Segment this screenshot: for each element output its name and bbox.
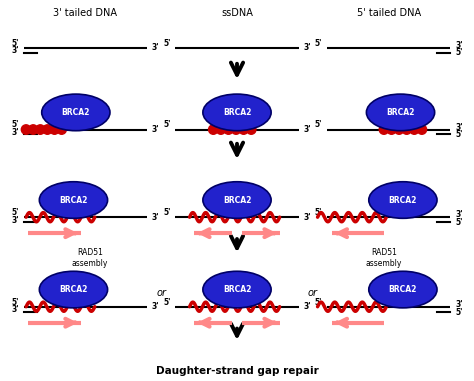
Text: BRCA2: BRCA2 bbox=[386, 108, 415, 117]
Ellipse shape bbox=[57, 125, 66, 134]
Text: 5': 5' bbox=[455, 218, 463, 227]
Text: RAD51
assembly: RAD51 assembly bbox=[72, 248, 108, 268]
Text: 5': 5' bbox=[455, 130, 463, 139]
Text: 3': 3' bbox=[11, 46, 19, 55]
Text: 5': 5' bbox=[163, 298, 171, 307]
Ellipse shape bbox=[394, 125, 404, 134]
Text: 3': 3' bbox=[11, 216, 19, 225]
Ellipse shape bbox=[387, 125, 396, 134]
Text: 3': 3' bbox=[455, 210, 463, 219]
Ellipse shape bbox=[36, 125, 45, 134]
Text: 5': 5' bbox=[163, 38, 171, 48]
Ellipse shape bbox=[417, 125, 427, 134]
Ellipse shape bbox=[21, 125, 31, 134]
Ellipse shape bbox=[410, 125, 419, 134]
Text: 3': 3' bbox=[152, 302, 159, 311]
Text: 3': 3' bbox=[303, 125, 311, 134]
Text: 3': 3' bbox=[455, 300, 463, 309]
Text: BRCA2: BRCA2 bbox=[59, 285, 88, 294]
Text: 3': 3' bbox=[455, 41, 463, 50]
Text: BRCA2: BRCA2 bbox=[389, 195, 417, 205]
Text: or: or bbox=[308, 288, 318, 298]
Text: 5': 5' bbox=[455, 48, 463, 58]
Text: 5': 5' bbox=[11, 208, 19, 217]
Text: 3': 3' bbox=[152, 213, 159, 222]
Text: 5': 5' bbox=[11, 38, 19, 48]
Text: 5': 5' bbox=[163, 120, 171, 130]
Text: 3': 3' bbox=[152, 125, 159, 134]
Text: BRCA2: BRCA2 bbox=[59, 195, 88, 205]
Text: 5': 5' bbox=[455, 307, 463, 317]
Text: ssDNA: ssDNA bbox=[221, 8, 253, 18]
Text: 5': 5' bbox=[11, 120, 19, 130]
Ellipse shape bbox=[216, 125, 226, 134]
Ellipse shape bbox=[43, 125, 52, 134]
Text: 3': 3' bbox=[11, 305, 19, 314]
Text: 3' tailed DNA: 3' tailed DNA bbox=[53, 8, 118, 18]
Ellipse shape bbox=[246, 125, 256, 134]
Text: Daughter-strand gap repair: Daughter-strand gap repair bbox=[155, 367, 319, 376]
Ellipse shape bbox=[224, 125, 233, 134]
Text: BRCA2: BRCA2 bbox=[223, 108, 251, 117]
Text: 3': 3' bbox=[303, 213, 311, 222]
Ellipse shape bbox=[39, 271, 108, 308]
Ellipse shape bbox=[209, 125, 218, 134]
Ellipse shape bbox=[42, 94, 110, 131]
Text: BRCA2: BRCA2 bbox=[223, 195, 251, 205]
Text: 5': 5' bbox=[315, 208, 322, 217]
Ellipse shape bbox=[28, 125, 38, 134]
Ellipse shape bbox=[369, 182, 437, 218]
Text: 3': 3' bbox=[152, 43, 159, 52]
Ellipse shape bbox=[369, 271, 437, 308]
Text: 3': 3' bbox=[303, 302, 311, 311]
Text: BRCA2: BRCA2 bbox=[223, 285, 251, 294]
Text: 3': 3' bbox=[11, 128, 19, 137]
Text: 3': 3' bbox=[455, 123, 463, 132]
Text: RAD51
assembly: RAD51 assembly bbox=[366, 248, 402, 268]
Text: or: or bbox=[156, 288, 166, 298]
Text: 5': 5' bbox=[315, 120, 322, 130]
Text: 5': 5' bbox=[315, 298, 322, 307]
Text: 3': 3' bbox=[303, 43, 311, 52]
Ellipse shape bbox=[231, 125, 241, 134]
Ellipse shape bbox=[379, 125, 389, 134]
Ellipse shape bbox=[239, 125, 248, 134]
Ellipse shape bbox=[50, 125, 59, 134]
Text: 5' tailed DNA: 5' tailed DNA bbox=[356, 8, 421, 18]
Text: BRCA2: BRCA2 bbox=[389, 285, 417, 294]
Text: BRCA2: BRCA2 bbox=[62, 108, 90, 117]
Text: 5': 5' bbox=[163, 208, 171, 217]
Ellipse shape bbox=[203, 182, 271, 218]
Text: 5': 5' bbox=[315, 38, 322, 48]
Ellipse shape bbox=[39, 182, 108, 218]
Ellipse shape bbox=[402, 125, 411, 134]
Ellipse shape bbox=[203, 271, 271, 308]
Ellipse shape bbox=[203, 94, 271, 131]
Ellipse shape bbox=[366, 94, 435, 131]
Text: 5': 5' bbox=[11, 298, 19, 307]
